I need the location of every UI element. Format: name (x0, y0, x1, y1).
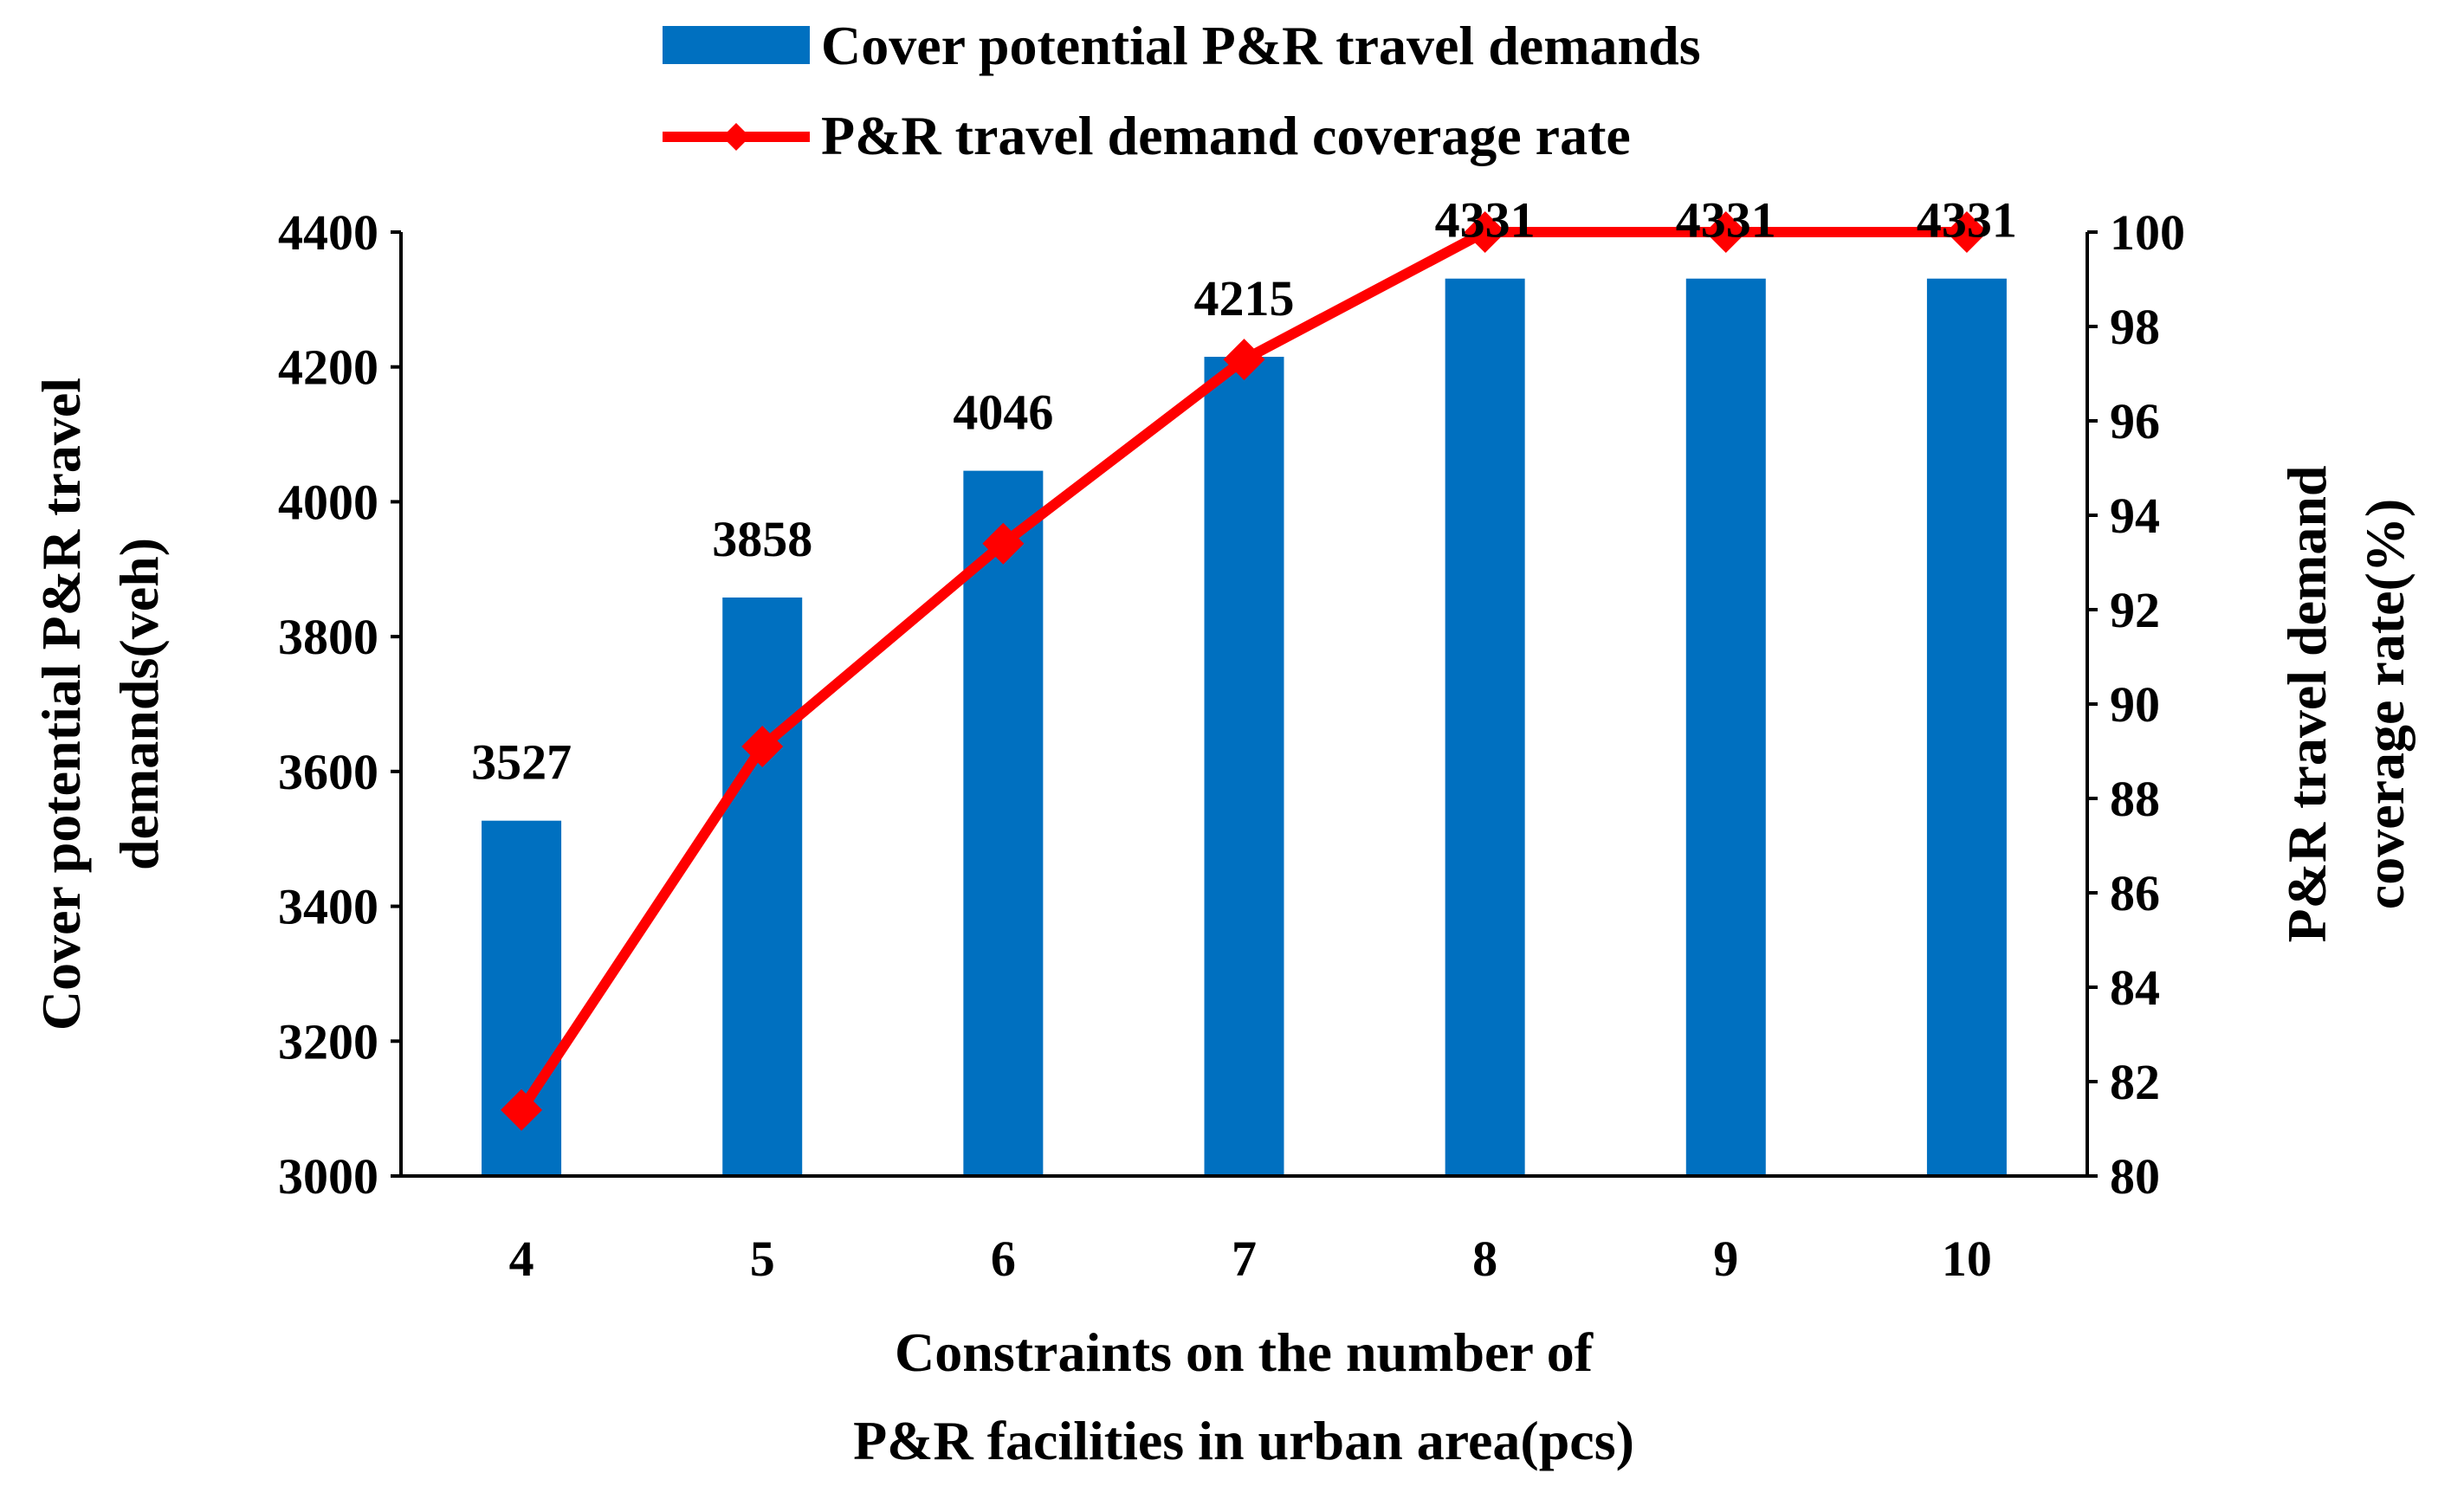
line-series (501, 211, 1988, 1131)
bar (963, 470, 1044, 1176)
data-label: 4331 (1676, 192, 1776, 249)
bar (1204, 357, 1284, 1176)
data-label: 4331 (1917, 192, 2017, 249)
left-y-axis-title: Cover potential P&R travel demands(veh) (30, 378, 170, 1031)
legend-line-marker (722, 123, 750, 151)
left-tick-label: 3200 (278, 1013, 378, 1069)
x-axis-title-line1: Constraints on the number of (895, 1321, 1594, 1383)
left-tick-label: 3400 (278, 879, 378, 935)
right-tick-label: 80 (2110, 1148, 2160, 1205)
x-tick-label: 10 (1942, 1231, 1992, 1287)
right-y-axis-title: P&R travel demand coverage rate(%) (2276, 465, 2415, 942)
line-marker (1223, 339, 1265, 381)
right-tick-label: 90 (2110, 676, 2160, 733)
right-y-axis-title-line1: P&R travel demand (2276, 465, 2338, 942)
data-label: 3527 (471, 734, 572, 791)
left-tick-label: 3800 (278, 609, 378, 665)
right-tick-label: 92 (2110, 582, 2160, 638)
right-tick-label: 96 (2110, 393, 2160, 449)
right-tick-label: 82 (2110, 1054, 2160, 1110)
data-label: 4331 (1435, 192, 1536, 249)
left-y-axis-title-line1: Cover potential P&R travel (30, 378, 92, 1031)
legend-bar-swatch (663, 26, 810, 64)
left-tick-label: 4000 (278, 474, 378, 530)
right-tick-label: 98 (2110, 299, 2160, 355)
right-tick-label: 100 (2110, 204, 2185, 261)
line-marker (501, 1089, 543, 1131)
left-tick-label: 4400 (278, 204, 378, 261)
data-label: 4046 (953, 384, 1053, 441)
x-tick-label: 9 (1713, 1231, 1738, 1287)
x-tick-label: 6 (991, 1231, 1016, 1287)
line-marker (1704, 211, 1747, 253)
x-tick-label: 8 (1472, 1231, 1497, 1287)
x-tick-label: 5 (750, 1231, 775, 1287)
bar (1445, 278, 1525, 1176)
left-tick-label: 3600 (278, 744, 378, 800)
left-tick-label: 3000 (278, 1148, 378, 1205)
x-tick-label: 4 (509, 1231, 534, 1287)
bar (1926, 278, 2007, 1176)
legend: Cover potential P&R travel demands P&R t… (663, 15, 1701, 166)
right-tick-label: 86 (2110, 865, 2160, 921)
bar-series (482, 278, 2007, 1176)
x-axis-title-line2: P&R facilities in urban area(pcs) (853, 1410, 1634, 1471)
right-tick-label: 94 (2110, 488, 2160, 544)
legend-line-label: P&R travel demand coverage rate (821, 105, 1631, 166)
right-y-axis-title-line2: coverage rate(%) (2354, 499, 2415, 909)
line-marker (1945, 211, 1988, 253)
data-label: 3858 (712, 511, 812, 567)
line-marker (1464, 211, 1506, 253)
data-labels: 3527 3858 4046 4215 4331 4331 4331 (471, 192, 2017, 791)
line-marker (982, 522, 1025, 565)
data-label: 4215 (1194, 270, 1295, 326)
left-tick-label: 4200 (278, 339, 378, 396)
x-ticks: 4 5 6 7 8 9 10 (509, 1231, 1992, 1287)
right-tick-label: 88 (2110, 771, 2160, 827)
line-marker (741, 726, 784, 768)
right-y-ticks: 80 82 84 86 88 90 92 94 96 98 100 (2087, 204, 2185, 1205)
right-tick-label: 84 (2110, 960, 2160, 1016)
bar (722, 597, 803, 1176)
bar (1685, 278, 1766, 1176)
x-axis-title: Constraints on the number of P&R facilit… (853, 1321, 1634, 1471)
left-y-axis-title-line2: demands(veh) (108, 538, 170, 870)
x-tick-label: 7 (1232, 1231, 1257, 1287)
left-y-ticks: 3000 3200 3400 3600 3800 4000 4200 4400 (278, 204, 401, 1205)
legend-bar-label: Cover potential P&R travel demands (821, 15, 1701, 76)
